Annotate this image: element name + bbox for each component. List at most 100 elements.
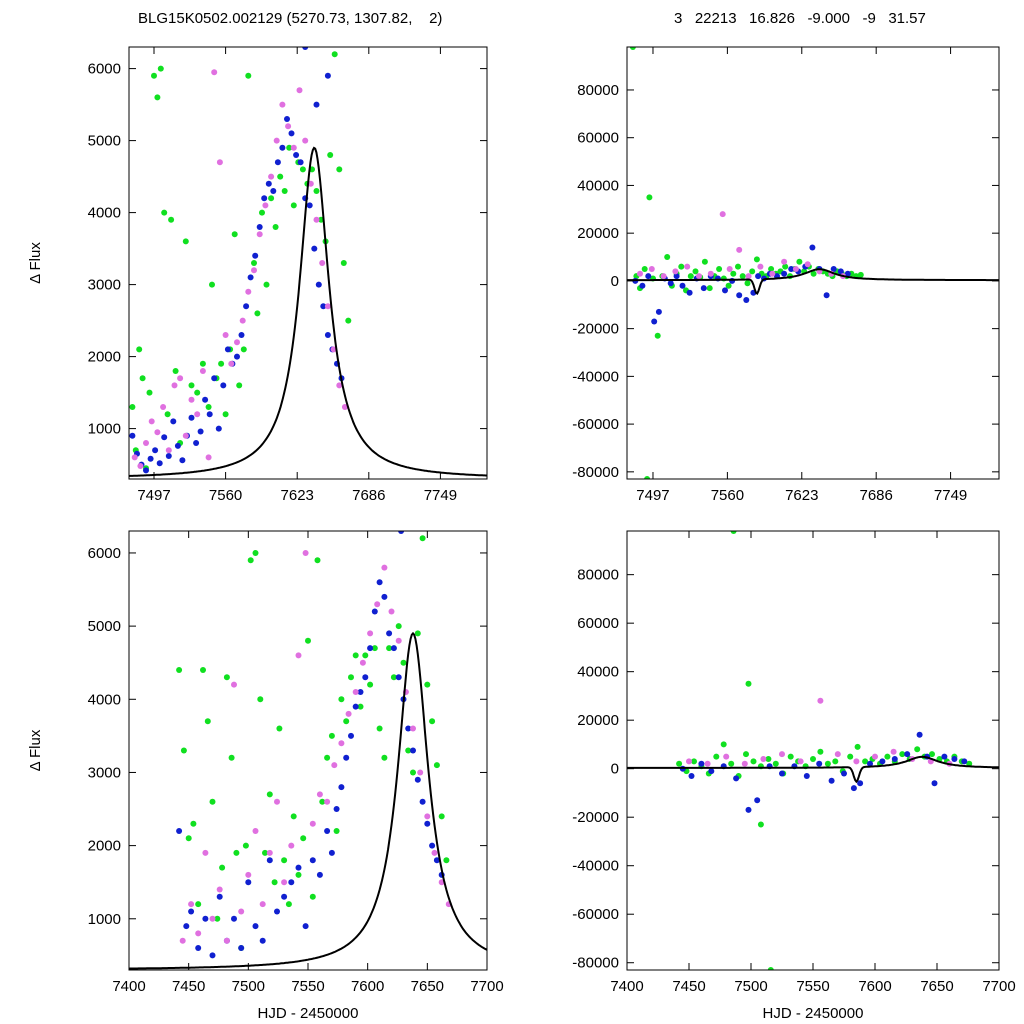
data-point-green <box>782 263 789 270</box>
data-point-magenta <box>797 758 804 765</box>
data-point-blue <box>274 159 281 166</box>
data-point-magenta <box>171 382 178 389</box>
data-point-magenta <box>417 769 424 776</box>
data-point-magenta <box>228 360 235 367</box>
data-point-green <box>300 835 307 842</box>
x-tick-label: 7600 <box>351 978 384 995</box>
data-point-magenta <box>352 689 359 695</box>
data-point-green <box>750 758 757 765</box>
y-tick-label: -60000 <box>572 906 619 923</box>
data-point-blue <box>193 440 200 446</box>
data-point-green <box>252 550 259 556</box>
data-point-green <box>281 857 288 864</box>
data-point-green <box>136 346 143 353</box>
data-point-green <box>362 652 369 659</box>
data-point-green <box>424 681 431 688</box>
data-point-blue <box>265 180 272 187</box>
y-tick-label: -40000 <box>572 368 619 385</box>
data-point-green <box>154 94 161 101</box>
data-point-green <box>716 266 723 272</box>
data-point-blue <box>809 244 816 251</box>
x-tick-label: 7600 <box>858 978 891 995</box>
data-point-magenta <box>696 273 702 280</box>
data-point-magenta <box>745 273 752 280</box>
data-point-blue <box>302 47 309 50</box>
data-point-magenta <box>295 652 302 659</box>
data-point-green <box>824 760 831 767</box>
data-point-blue <box>823 292 830 299</box>
y-tick-label: 3000 <box>88 764 121 781</box>
data-point-green <box>176 667 183 673</box>
x-tick-label: 7560 <box>711 487 744 504</box>
data-point-blue <box>651 318 658 325</box>
data-point-blue <box>850 785 857 792</box>
data-point-green <box>929 751 935 758</box>
data-point-blue <box>429 842 436 849</box>
data-point-magenta <box>231 681 237 688</box>
data-point-blue <box>867 760 873 767</box>
data-point-blue <box>238 945 245 951</box>
data-point-green <box>857 271 864 278</box>
y-tick-label: 3000 <box>88 277 121 294</box>
data-point-blue <box>381 593 388 600</box>
y-tick-label: 2000 <box>88 838 121 855</box>
data-point-blue <box>152 447 159 454</box>
data-point-blue <box>281 893 288 900</box>
data-point-blue <box>733 775 740 782</box>
y-axis-label: Δ Flux <box>27 242 44 284</box>
data-point-blue <box>259 937 266 944</box>
data-point-blue <box>202 915 209 922</box>
data-point-green <box>336 166 343 173</box>
data-point-green <box>299 166 306 173</box>
data-point-magenta <box>302 550 309 556</box>
data-point-blue <box>215 425 222 432</box>
data-point-green <box>386 645 393 652</box>
data-point-green <box>340 260 347 266</box>
data-point-green <box>182 238 189 245</box>
x-tick-label: 7623 <box>281 487 314 504</box>
data-point-green <box>240 346 247 353</box>
data-point-magenta <box>296 87 303 94</box>
data-point-magenta <box>182 432 189 439</box>
data-point-blue <box>313 101 320 108</box>
data-point-magenta <box>684 263 691 270</box>
data-point-blue <box>698 760 705 767</box>
data-point-green <box>376 725 383 732</box>
data-point-green <box>309 893 316 900</box>
data-point-green <box>884 753 891 760</box>
data-point-blue <box>916 731 923 738</box>
model-curve <box>627 268 999 295</box>
x-tick-label: 7550 <box>796 978 829 995</box>
data-point-green <box>862 758 869 765</box>
data-point-magenta <box>238 908 245 915</box>
data-point-green <box>735 263 741 270</box>
data-point-blue <box>188 908 195 915</box>
data-point-green <box>730 531 737 534</box>
x-axis-label: HJD - 2450000 <box>258 1005 359 1022</box>
data-point-magenta <box>686 758 692 765</box>
data-point-green <box>646 194 653 201</box>
data-point-green <box>443 857 450 864</box>
data-point-green <box>899 751 906 758</box>
data-point-blue <box>129 432 136 439</box>
x-tick-label: 7450 <box>672 978 705 995</box>
data-point-blue <box>395 674 402 681</box>
data-point-blue <box>857 780 864 787</box>
data-point-green <box>414 630 421 637</box>
y-tick-label: 40000 <box>577 177 619 194</box>
data-point-magenta <box>209 915 216 922</box>
data-point-blue <box>348 732 354 739</box>
data-point-blue <box>362 674 369 681</box>
data-point-magenta <box>188 901 195 908</box>
data-point-green <box>744 280 751 287</box>
data-point-green <box>185 835 192 842</box>
data-point-blue <box>405 725 412 732</box>
data-point-magenta <box>769 270 776 277</box>
data-point-magenta <box>205 454 212 461</box>
data-point-magenta <box>202 849 209 856</box>
data-point-green <box>768 266 775 272</box>
data-point-blue <box>195 945 202 951</box>
data-point-green <box>796 258 803 265</box>
data-point-blue <box>745 806 752 813</box>
